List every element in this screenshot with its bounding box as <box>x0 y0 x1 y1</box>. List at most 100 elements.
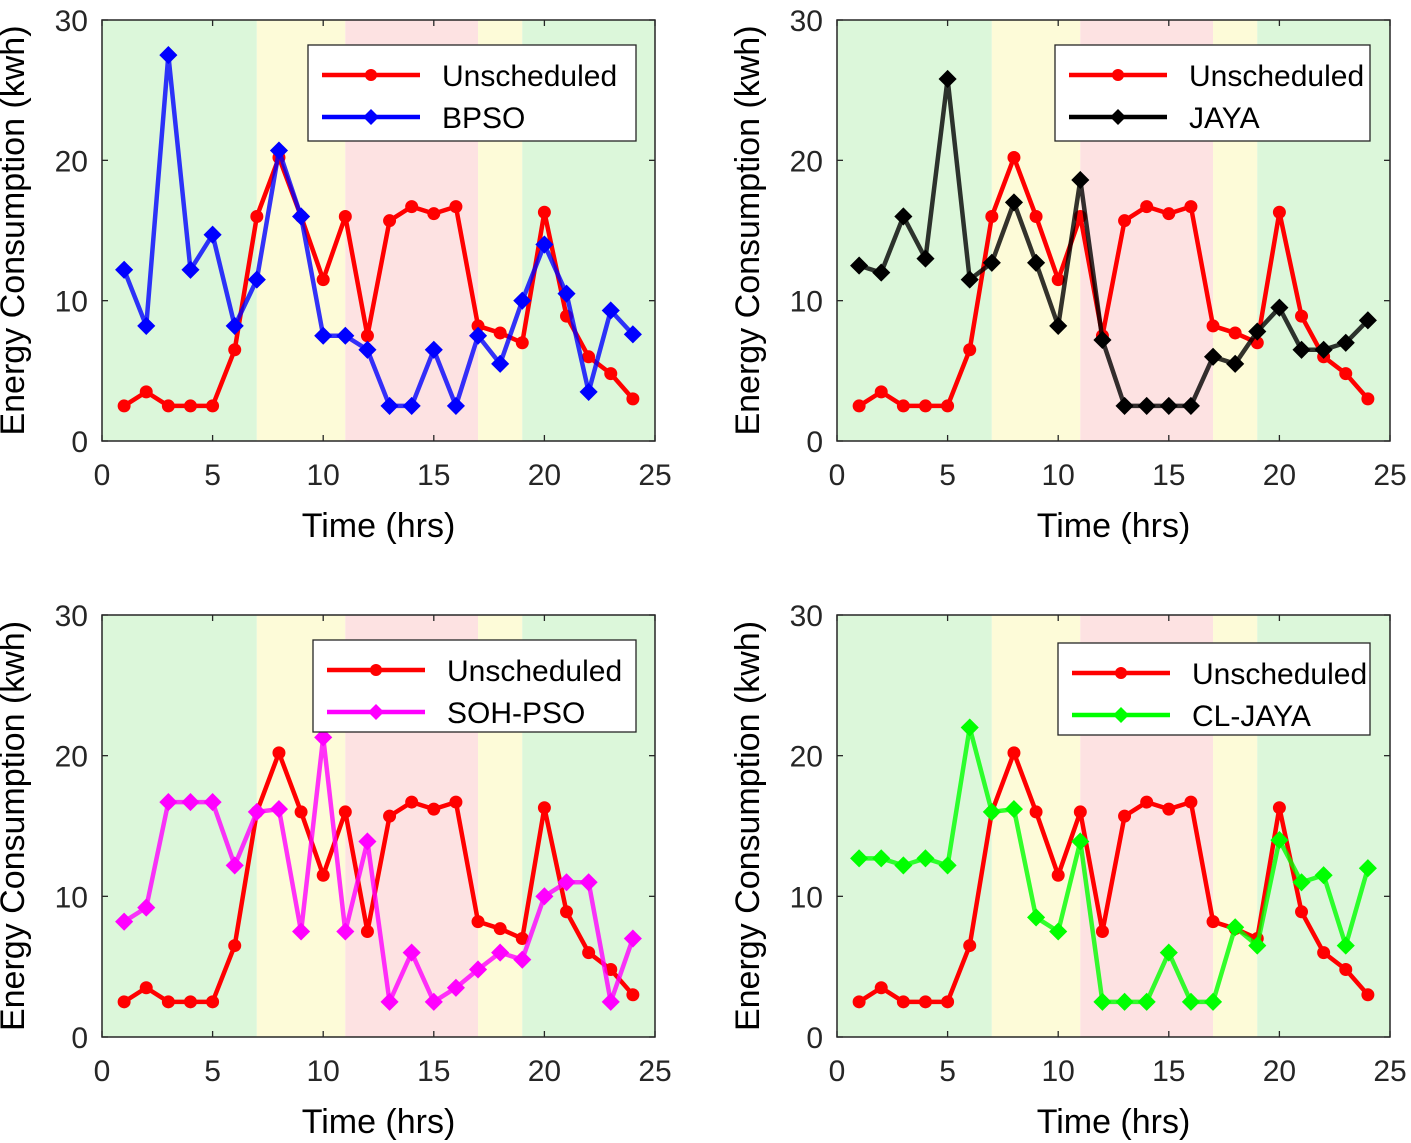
data-point <box>1004 800 1024 819</box>
data-point <box>1314 340 1333 359</box>
data-point <box>181 793 200 812</box>
series-line <box>858 76 1370 409</box>
data-point <box>115 912 134 931</box>
data-point <box>560 905 574 919</box>
data-point <box>383 809 397 823</box>
data-point <box>626 988 640 1002</box>
x-tick-label: 25 <box>638 459 671 492</box>
background-band <box>837 20 992 441</box>
data-point <box>1093 330 1112 350</box>
data-point <box>1361 392 1375 406</box>
data-point <box>1358 311 1377 330</box>
data-point <box>874 385 888 399</box>
chart-panel-2: 0 5 10 15 20 25 0 10 20 30 Time (hrs) Energy Consum… <box>729 5 1407 545</box>
legend-label: BPSO <box>442 102 525 135</box>
x-tick-label: 5 <box>204 1055 221 1088</box>
data-point <box>1181 396 1200 415</box>
data-point <box>250 209 264 223</box>
data-point <box>1140 200 1154 214</box>
x-tick-label: 0 <box>829 459 846 492</box>
data-point <box>402 396 421 415</box>
series-cl-jaya <box>850 718 1377 1011</box>
data-point <box>982 802 1001 821</box>
axes-frame <box>836 19 1391 442</box>
data-point <box>493 922 507 936</box>
data-point <box>137 316 156 335</box>
x-tick-label: 10 <box>307 1055 340 1088</box>
legend-label: JAYA <box>1189 102 1260 135</box>
data-point <box>1270 831 1289 850</box>
data-point <box>1073 805 1087 819</box>
data-point <box>272 746 286 760</box>
series-unscheduled <box>117 746 640 1009</box>
data-point <box>405 200 419 214</box>
y-tick-label: 30 <box>790 5 823 38</box>
data-point <box>1029 805 1043 819</box>
data-point <box>1339 367 1353 381</box>
data-point <box>1184 200 1198 214</box>
x-tick-label: 5 <box>939 1055 956 1088</box>
data-point <box>115 260 134 279</box>
data-point <box>623 929 642 948</box>
data-point <box>1206 915 1220 929</box>
series-line <box>122 52 635 409</box>
data-point <box>1027 253 1046 272</box>
data-point <box>1248 936 1267 955</box>
data-point <box>1181 992 1200 1011</box>
data-point <box>1051 868 1065 882</box>
data-point <box>383 214 397 228</box>
x-tick-label: 0 <box>94 1055 111 1088</box>
data-point <box>1248 322 1267 341</box>
x-tick-label: 25 <box>638 1055 671 1088</box>
data-point <box>292 922 311 941</box>
series-jaya <box>850 69 1377 415</box>
data-point <box>137 898 156 917</box>
data-point <box>424 992 443 1011</box>
legend-marker <box>1113 707 1129 723</box>
data-point <box>918 399 932 413</box>
data-point <box>1115 992 1134 1011</box>
data-point <box>1336 333 1355 352</box>
data-point <box>1228 326 1242 340</box>
data-point <box>1029 209 1043 223</box>
data-point <box>941 399 955 413</box>
chart-panel-1: 0 5 10 15 20 25 0 10 20 30 Time (hrs) Energy Consum… <box>0 5 672 545</box>
series-soh-pso <box>115 728 642 1011</box>
y-tick-label: 30 <box>55 600 88 633</box>
series-bpso <box>115 46 642 415</box>
legend-marker <box>1112 69 1124 81</box>
data-point <box>183 995 197 1009</box>
data-point <box>247 270 266 289</box>
data-point <box>1295 309 1309 323</box>
data-point <box>1226 918 1245 937</box>
data-point <box>468 960 488 979</box>
data-point <box>424 340 443 359</box>
data-point <box>852 399 866 413</box>
data-point <box>228 343 242 357</box>
data-point <box>316 273 330 287</box>
legend: Unscheduled JAYA <box>1054 44 1371 142</box>
data-point <box>316 868 330 882</box>
data-point <box>535 235 554 254</box>
data-point <box>1270 298 1289 317</box>
background-band <box>102 20 257 441</box>
data-point <box>468 326 488 345</box>
axes-frame <box>101 19 656 442</box>
data-point <box>1295 905 1309 919</box>
y-tick-label: 0 <box>71 426 88 459</box>
data-point <box>535 887 554 906</box>
data-point <box>161 399 175 413</box>
x-tick-label: 10 <box>1042 459 1075 492</box>
x-tick-label: 25 <box>1373 1055 1406 1088</box>
x-axis-label: Time (hrs) <box>1037 507 1191 545</box>
data-point <box>1206 319 1220 333</box>
chart-panel-4: 0 5 10 15 20 25 0 10 20 30 Time (hrs) Energy Consum… <box>729 600 1407 1141</box>
data-point <box>206 399 220 413</box>
data-point <box>360 329 374 343</box>
data-point <box>1272 801 1286 815</box>
data-point <box>228 939 242 953</box>
series-unscheduled <box>852 746 1375 1009</box>
x-tick-label: 0 <box>94 459 111 492</box>
data-point <box>402 943 421 962</box>
y-tick-label: 30 <box>55 5 88 38</box>
